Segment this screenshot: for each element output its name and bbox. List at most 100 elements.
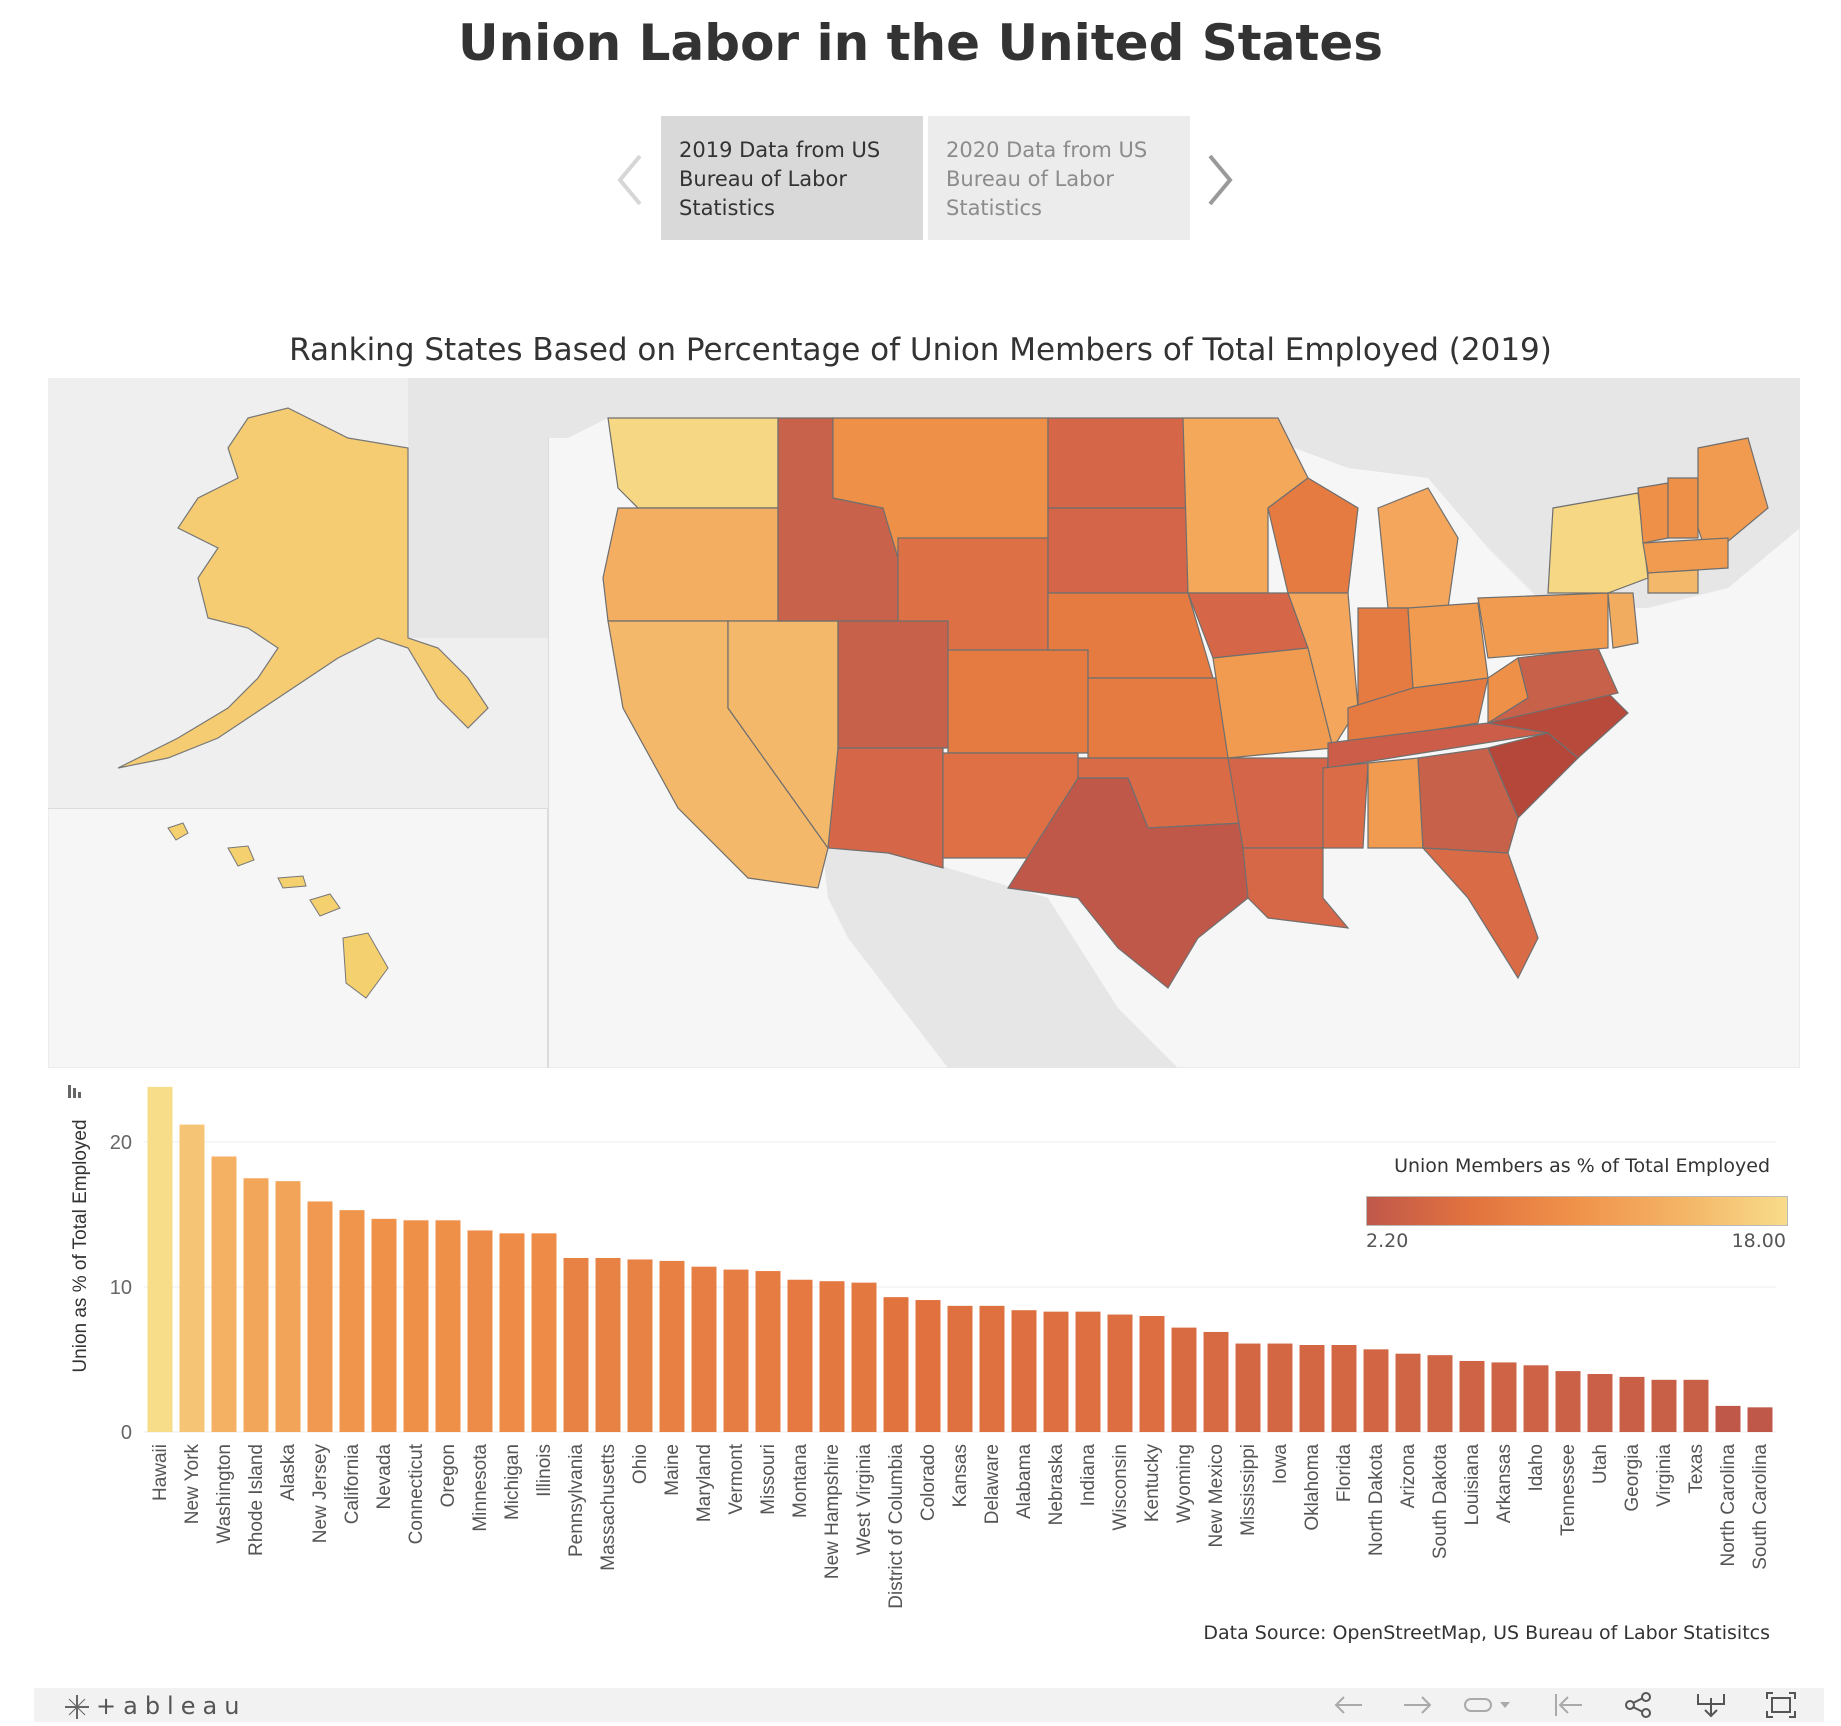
state-hawaii-big-island[interactable] [342,932,389,999]
bar-georgia[interactable] [1619,1376,1645,1432]
x-tick-label: South Dakota [1430,1444,1451,1560]
state-arizona[interactable] [827,747,944,869]
bar-delaware[interactable] [979,1305,1005,1432]
bar-south-dakota[interactable] [1427,1355,1453,1432]
bar-colorado[interactable] [915,1300,941,1432]
state-hawaii-molokai[interactable] [277,875,307,889]
bar-new-jersey[interactable] [307,1201,333,1432]
choropleth-map[interactable] [48,378,1800,1068]
state-utah[interactable] [837,620,949,749]
state-texas[interactable] [1006,777,1249,989]
bar-nevada[interactable] [371,1218,397,1432]
bar-arkansas[interactable] [1491,1362,1517,1432]
state-maine[interactable] [1697,437,1769,560]
bar-north-dakota[interactable] [1363,1349,1389,1432]
bar-rhode-island[interactable] [243,1178,269,1432]
state-alabama[interactable] [1367,757,1424,849]
bar-vermont[interactable] [723,1269,749,1432]
undo-icon[interactable] [1332,1690,1366,1720]
bar-wyoming[interactable] [1171,1327,1197,1432]
bar-michigan[interactable] [499,1233,525,1432]
state-alaska[interactable] [117,407,489,769]
bar-idaho[interactable] [1523,1365,1549,1432]
state-new-jersey[interactable] [1607,592,1639,649]
fullscreen-icon[interactable] [1764,1690,1798,1720]
bar-kentucky[interactable] [1139,1316,1165,1432]
state-illinois[interactable] [1287,592,1359,750]
state-washington[interactable] [607,417,779,509]
state-pennsylvania[interactable] [1477,592,1609,659]
bar-alaska[interactable] [275,1181,301,1432]
bar-tennessee[interactable] [1555,1371,1581,1432]
state-north-dakota[interactable] [1047,417,1189,509]
bar-oklahoma[interactable] [1299,1345,1325,1432]
bar-west-virginia[interactable] [851,1282,877,1432]
bar-new-mexico[interactable] [1203,1331,1229,1432]
state-florida[interactable] [1421,847,1539,980]
bar-california[interactable] [339,1210,365,1432]
state-hawaii-oahu[interactable] [227,845,255,867]
bar-pennsylvania[interactable] [563,1258,589,1432]
state-connecticut[interactable] [1647,569,1699,594]
bar-new-hampshire[interactable] [819,1281,845,1432]
bar-massachusetts[interactable] [595,1258,621,1432]
state-arkansas[interactable] [1227,757,1329,849]
next-story-arrow-icon[interactable] [1200,150,1240,210]
download-icon[interactable] [1694,1690,1728,1720]
bar-texas[interactable] [1683,1379,1709,1432]
revert-icon[interactable] [1462,1690,1512,1720]
bar-montana[interactable] [787,1279,813,1432]
sort-icon[interactable] [68,1085,81,1098]
bar-connecticut[interactable] [403,1220,429,1432]
bar-iowa[interactable] [1267,1343,1293,1432]
state-hawaii-kauai[interactable] [167,822,189,841]
state-georgia[interactable] [1417,747,1519,854]
bar-florida[interactable] [1331,1345,1357,1432]
bar-alabama[interactable] [1011,1310,1037,1432]
state-hawaii-maui[interactable] [309,893,341,917]
bar-utah[interactable] [1587,1374,1613,1432]
bar-ohio[interactable] [627,1259,653,1432]
bar-district-of-columbia[interactable] [883,1297,909,1432]
bar-nebraska[interactable] [1043,1311,1069,1432]
state-kansas[interactable] [1087,677,1229,759]
state-vermont[interactable] [1637,482,1669,544]
state-mississippi[interactable] [1322,762,1369,849]
x-tick-label: District of Columbia [886,1444,907,1609]
reset-icon[interactable] [1552,1690,1586,1720]
bar-hawaii[interactable] [147,1086,173,1432]
story-point-2019[interactable]: 2019 Data from US Bureau of Labor Statis… [661,116,923,240]
bar-virginia[interactable] [1651,1379,1677,1432]
bar-illinois[interactable] [531,1233,557,1432]
state-wisconsin[interactable] [1267,477,1359,594]
state-ohio[interactable] [1407,602,1489,689]
state-new-york[interactable] [1547,492,1649,594]
bar-missouri[interactable] [755,1271,781,1432]
previous-story-arrow-icon[interactable] [612,150,652,210]
bar-maryland[interactable] [691,1266,717,1432]
state-south-dakota[interactable] [1047,507,1189,594]
bar-minnesota[interactable] [467,1230,493,1432]
tableau-logo[interactable]: +ableau [96,1692,247,1720]
bar-arizona[interactable] [1395,1353,1421,1432]
bar-louisiana[interactable] [1459,1360,1485,1432]
state-michigan[interactable] [1377,487,1459,609]
share-icon[interactable] [1622,1690,1656,1720]
bar-north-carolina[interactable] [1715,1405,1741,1432]
bar-indiana[interactable] [1075,1311,1101,1432]
state-kentucky[interactable] [1347,677,1489,744]
redo-icon[interactable] [1400,1690,1434,1720]
state-colorado[interactable] [947,649,1089,754]
story-point-2020[interactable]: 2020 Data from US Bureau of Labor Statis… [928,116,1190,240]
bar-new-york[interactable] [179,1124,205,1432]
bar-kansas[interactable] [947,1305,973,1432]
bar-south-carolina[interactable] [1747,1407,1773,1432]
bar-oregon[interactable] [435,1220,461,1432]
state-massachusetts[interactable] [1642,537,1729,574]
bar-mississippi[interactable] [1235,1343,1261,1432]
state-new-hampshire[interactable] [1667,477,1699,539]
state-oregon[interactable] [602,507,779,622]
bar-washington[interactable] [211,1156,237,1433]
bar-maine[interactable] [659,1260,685,1432]
bar-wisconsin[interactable] [1107,1314,1133,1432]
